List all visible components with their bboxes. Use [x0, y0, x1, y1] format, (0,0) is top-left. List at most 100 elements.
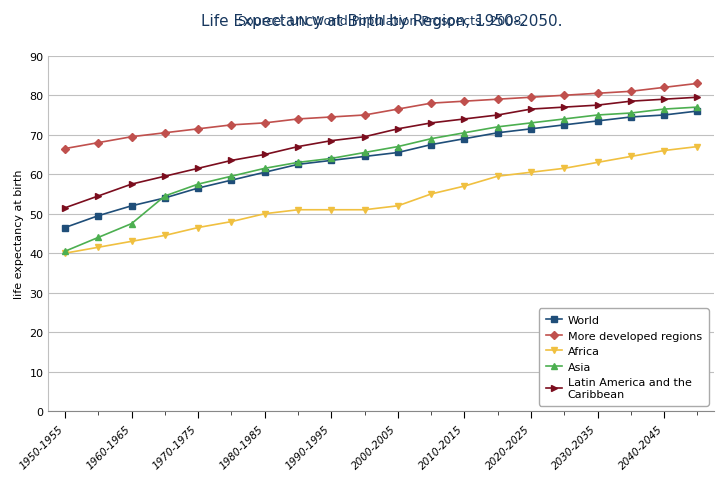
Line: More developed regions: More developed regions	[62, 81, 700, 152]
Asia	[660, 107, 668, 113]
Africa	[526, 170, 535, 176]
More developed regions	[94, 140, 103, 146]
Latin America and the
Caribbean	[161, 174, 170, 180]
World	[60, 225, 69, 231]
World	[494, 131, 502, 136]
More developed regions	[60, 146, 69, 152]
Africa	[161, 233, 170, 239]
Africa	[327, 208, 336, 213]
Asia	[560, 117, 569, 122]
World	[693, 109, 702, 115]
Title: Life Expectancy at Birth by Region, 1950-2050.: Life Expectancy at Birth by Region, 1950…	[200, 14, 562, 29]
Asia	[161, 194, 170, 199]
World	[194, 186, 202, 192]
Africa	[194, 225, 202, 231]
More developed regions	[593, 91, 602, 97]
Asia	[94, 235, 103, 241]
Latin America and the
Caribbean	[494, 113, 502, 119]
Africa	[627, 154, 636, 160]
Latin America and the
Caribbean	[293, 144, 302, 150]
Latin America and the
Caribbean	[660, 97, 668, 103]
Line: Latin America and the
Caribbean: Latin America and the Caribbean	[62, 95, 700, 212]
World	[127, 203, 136, 209]
Asia	[460, 131, 469, 136]
Line: Asia: Asia	[62, 105, 700, 255]
Line: Africa: Africa	[62, 144, 700, 257]
Latin America and the
Caribbean	[227, 158, 236, 164]
Latin America and the
Caribbean	[360, 135, 369, 140]
Asia	[293, 160, 302, 166]
More developed regions	[494, 97, 502, 103]
World	[94, 213, 103, 219]
World	[460, 136, 469, 142]
Africa	[560, 166, 569, 172]
Asia	[627, 111, 636, 117]
Africa	[261, 212, 269, 217]
More developed regions	[194, 127, 202, 133]
Asia	[261, 166, 269, 172]
Africa	[127, 239, 136, 245]
Text: Source: UN World Population Prospects, 2008.: Source: UN World Population Prospects, 2…	[237, 15, 525, 28]
Asia	[427, 136, 435, 142]
Latin America and the
Caribbean	[394, 127, 403, 133]
Asia	[526, 121, 535, 126]
More developed regions	[693, 81, 702, 87]
Latin America and the
Caribbean	[60, 205, 69, 211]
Latin America and the
Caribbean	[627, 99, 636, 105]
World	[261, 170, 269, 176]
Africa	[660, 148, 668, 154]
Asia	[394, 144, 403, 150]
Africa	[460, 184, 469, 190]
Asia	[593, 113, 602, 119]
Asia	[127, 221, 136, 227]
Latin America and the
Caribbean	[560, 105, 569, 111]
More developed regions	[227, 123, 236, 129]
Africa	[427, 192, 435, 197]
Asia	[693, 105, 702, 111]
More developed regions	[627, 89, 636, 95]
More developed regions	[660, 85, 668, 91]
Y-axis label: life expectancy at birth: life expectancy at birth	[14, 169, 24, 299]
World	[360, 154, 369, 160]
More developed regions	[360, 113, 369, 119]
Africa	[494, 174, 502, 180]
More developed regions	[327, 115, 336, 121]
Latin America and the
Caribbean	[327, 138, 336, 144]
World	[227, 178, 236, 183]
Asia	[327, 156, 336, 162]
More developed regions	[460, 99, 469, 105]
World	[427, 142, 435, 148]
More developed regions	[394, 107, 403, 113]
Africa	[593, 160, 602, 166]
Latin America and the
Caribbean	[693, 95, 702, 101]
Africa	[227, 219, 236, 225]
World	[660, 113, 668, 119]
Africa	[60, 251, 69, 257]
Asia	[194, 182, 202, 188]
More developed regions	[427, 101, 435, 107]
Latin America and the
Caribbean	[526, 107, 535, 113]
World	[161, 196, 170, 201]
Latin America and the
Caribbean	[127, 182, 136, 188]
Africa	[293, 208, 302, 213]
Latin America and the
Caribbean	[427, 121, 435, 126]
More developed regions	[161, 131, 170, 136]
World	[627, 115, 636, 121]
Latin America and the
Caribbean	[460, 117, 469, 122]
Line: World: World	[62, 109, 700, 231]
Latin America and the
Caribbean	[261, 152, 269, 158]
Asia	[227, 174, 236, 180]
Asia	[494, 125, 502, 131]
More developed regions	[127, 135, 136, 140]
World	[593, 119, 602, 124]
Africa	[94, 245, 103, 251]
World	[327, 158, 336, 164]
Africa	[693, 144, 702, 150]
More developed regions	[261, 121, 269, 126]
Africa	[394, 203, 403, 209]
World	[394, 150, 403, 156]
Latin America and the
Caribbean	[593, 103, 602, 109]
Africa	[360, 208, 369, 213]
More developed regions	[293, 117, 302, 122]
World	[293, 162, 302, 168]
